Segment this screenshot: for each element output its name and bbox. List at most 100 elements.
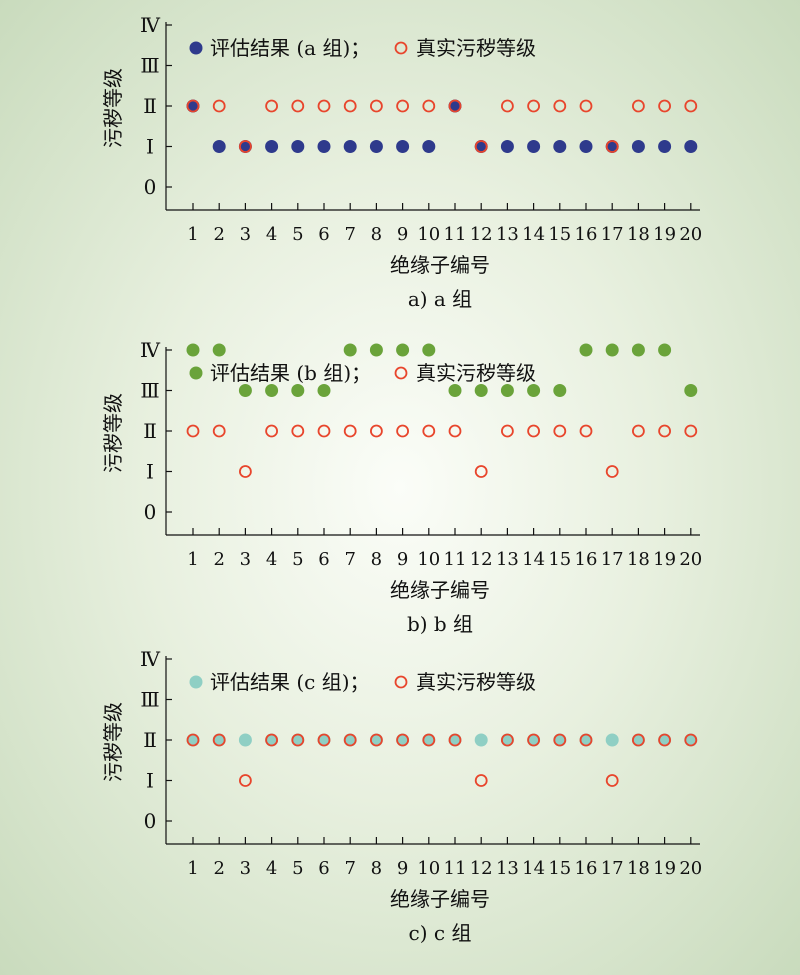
point-assessed [448,99,462,113]
x-tick-label: 2 [213,224,224,245]
y-tick-label: Ⅲ [140,688,159,712]
x-tick-label: 15 [548,549,571,570]
x-tick-label: 19 [653,224,676,245]
point-actual [186,733,200,747]
point-assessed [343,140,357,153]
point-assessed [422,733,436,747]
point-assessed [631,733,645,747]
x-tick-label: 4 [266,224,277,245]
point-actual [684,424,698,438]
x-tick-label: 1 [187,858,198,879]
point-actual [343,99,357,113]
point-assessed [186,99,200,113]
x-tick-label: 12 [470,858,493,879]
point-assessed [579,140,593,153]
x-tick-label: 12 [470,549,493,570]
x-tick-label: 18 [627,549,650,570]
x-tick-label: 3 [240,549,251,570]
point-actual [632,99,645,113]
point-actual [579,424,593,438]
point-assessed [317,384,331,397]
y-tick-label: Ⅰ [146,769,154,793]
x-tick-label: 10 [417,224,440,245]
legend-label-assessed: 评估结果 (c 组)； [210,670,370,694]
point-assessed [579,733,593,747]
point-actual [448,99,462,113]
point-actual [553,733,567,747]
point-actual [553,424,567,438]
legend-label-actual: 真实污秽等级 [416,670,536,694]
point-actual [343,424,357,438]
point-actual [605,774,619,787]
point-assessed [527,384,541,397]
point-assessed [238,140,252,153]
point-actual [658,424,671,438]
point-assessed [186,733,200,747]
x-tick-label: 17 [601,549,624,570]
point-assessed [658,733,672,747]
x-tick-label: 8 [371,549,382,570]
x-axis-label: 绝缘子编号 [390,578,490,602]
x-tick-label: 12 [470,224,493,245]
point-actual [396,424,410,438]
point-assessed [291,733,305,747]
point-assessed [474,733,488,747]
y-tick-label: 0 [144,500,157,524]
point-actual [212,99,226,113]
point-assessed [396,343,410,357]
point-assessed [238,733,252,747]
point-actual [343,733,357,747]
point-assessed [553,733,567,747]
x-axis-label: 绝缘子编号 [390,253,490,277]
x-tick-label: 18 [627,858,650,879]
y-axis-label: 污秽等级 [101,393,125,473]
point-assessed [343,343,357,357]
point-assessed [605,733,619,747]
point-assessed [684,733,698,747]
x-tick-label: 7 [344,549,355,570]
x-tick-label: 6 [318,224,329,245]
point-assessed [422,140,436,153]
y-tick-label: 0 [144,175,157,199]
x-tick-label: 1 [187,224,198,245]
x-tick-label: 15 [548,224,571,245]
legend-marker-actual [394,366,408,380]
point-assessed [317,140,331,153]
point-assessed [369,140,383,153]
point-assessed [265,384,279,397]
x-tick-label: 20 [679,858,702,879]
point-assessed [369,733,383,747]
x-tick-label: 20 [679,224,702,245]
point-actual [527,733,540,747]
point-assessed [684,140,698,153]
point-assessed [369,343,383,357]
point-actual [422,99,436,113]
point-assessed [474,140,488,153]
point-actual [369,424,383,438]
point-assessed [212,343,226,357]
point-actual [396,99,410,113]
point-assessed [684,384,698,397]
x-tick-label: 6 [318,858,329,879]
x-tick-label: 2 [213,549,224,570]
point-actual [238,774,252,787]
point-assessed [474,384,488,397]
point-assessed [631,140,645,153]
y-axis-label: 污秽等级 [101,702,125,782]
point-actual [474,774,488,787]
point-actual [605,140,619,153]
x-tick-label: 9 [397,224,408,245]
point-actual [632,733,645,747]
x-tick-label: 13 [496,858,519,879]
x-tick-label: 8 [371,224,382,245]
point-actual [212,424,226,438]
point-actual [238,465,252,478]
x-tick-label: 14 [522,858,545,879]
y-tick-label: Ⅰ [146,460,154,484]
y-tick-label: 0 [144,809,157,833]
point-assessed [553,140,567,153]
point-actual [186,99,200,113]
